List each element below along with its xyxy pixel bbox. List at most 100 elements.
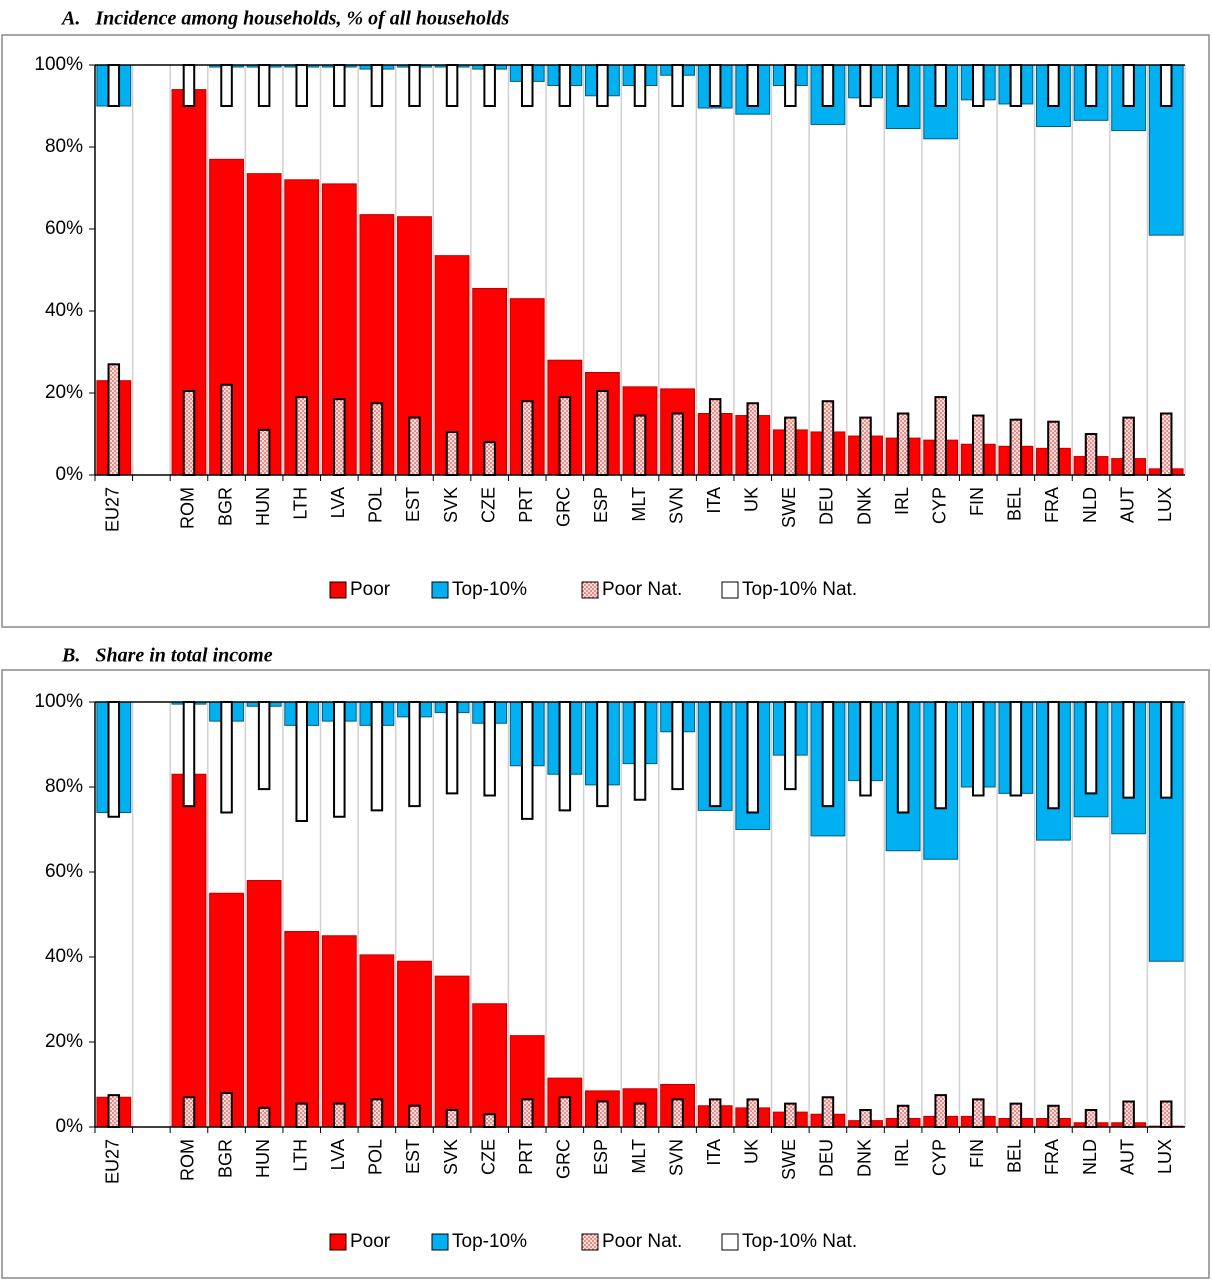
national-bar: [107, 1094, 121, 1128]
national-bar: [333, 64, 346, 107]
x-tick-label: BEL: [1005, 1139, 1025, 1173]
legend-swatch: [721, 1233, 739, 1251]
national-bar: [1047, 701, 1060, 810]
national-bar: [295, 701, 308, 822]
y-tick-label: 80%: [45, 776, 83, 797]
national-bar: [483, 1113, 496, 1128]
y-tick-label: 0%: [56, 464, 84, 485]
x-tick-label: SWE: [779, 1139, 799, 1180]
bar: [246, 173, 282, 476]
national-bar: [859, 701, 872, 797]
national-bar: [445, 430, 459, 477]
legend-label: Top-10% Nat.: [742, 579, 857, 600]
national-bar: [1084, 1109, 1098, 1128]
x-tick-label: ROM: [178, 487, 198, 529]
national-bar: [1084, 701, 1098, 795]
x-tick-label: AUT: [1117, 1139, 1137, 1175]
bar: [434, 975, 470, 1128]
national-bar: [671, 701, 684, 791]
x-tick-label: ESP: [591, 1139, 611, 1175]
national-bar: [558, 396, 572, 477]
national-bar: [370, 1098, 384, 1128]
national-bar: [1084, 433, 1098, 476]
national-bar: [784, 416, 797, 477]
national-bar: [633, 64, 647, 107]
national-bar: [934, 396, 947, 477]
national-bar: [1047, 64, 1060, 107]
x-tick-label: PRT: [516, 487, 536, 523]
national-bar: [1159, 64, 1173, 107]
national-bar: [483, 441, 496, 477]
x-tick-label: EST: [403, 487, 423, 522]
national-bar: [520, 1098, 534, 1128]
national-bar: [1047, 420, 1060, 477]
x-tick-label: HUN: [253, 487, 273, 526]
national-bar: [859, 416, 872, 477]
y-tick-label: 20%: [45, 1031, 83, 1052]
y-tick-label: 40%: [45, 946, 83, 967]
y-tick-label: 100%: [34, 54, 83, 75]
national-bar: [520, 400, 534, 477]
national-bar: [520, 701, 534, 820]
x-tick-label: HUN: [253, 1139, 273, 1178]
national-bar: [370, 64, 384, 107]
national-bar: [1009, 701, 1023, 797]
x-tick-label: NLD: [1080, 1139, 1100, 1175]
y-tick-label: 40%: [45, 300, 83, 321]
legend-label: Poor: [350, 1231, 391, 1252]
national-bar: [972, 64, 985, 107]
national-bar: [1047, 1104, 1060, 1128]
x-tick-label: DNK: [854, 487, 874, 525]
national-bar: [972, 1098, 985, 1128]
x-tick-label: CZE: [478, 1139, 498, 1175]
national-bar: [257, 701, 271, 791]
national-bar: [520, 64, 534, 107]
bar: [246, 880, 282, 1128]
x-tick-label: MLT: [629, 1139, 649, 1174]
national-bar: [1084, 64, 1098, 107]
x-tick-label: LTH: [290, 487, 310, 520]
national-bar: [596, 701, 609, 808]
x-tick-label: ESP: [591, 487, 611, 523]
national-bar: [746, 701, 760, 814]
x-tick-label: IRL: [892, 1139, 912, 1167]
x-tick-label: IRL: [892, 487, 912, 515]
x-tick-label: EST: [403, 1139, 423, 1174]
national-bar: [445, 1109, 459, 1128]
national-bar: [896, 64, 910, 107]
national-bar: [746, 402, 760, 476]
national-bar: [370, 402, 384, 476]
legend-label: Top-10% Nat.: [742, 1231, 857, 1252]
national-bar: [558, 701, 572, 812]
panel-frame: [1, 669, 1210, 1279]
x-tick-label: CYP: [929, 487, 949, 524]
panel-frame: [1, 34, 1210, 628]
national-bar: [934, 701, 947, 810]
national-bar: [596, 64, 609, 107]
x-tick-label: LVA: [328, 487, 348, 518]
national-bar: [784, 1102, 797, 1128]
national-bar: [633, 1102, 647, 1128]
national-bar: [1159, 701, 1173, 799]
national-bar: [671, 412, 684, 476]
x-tick-label: BEL: [1005, 487, 1025, 521]
national-bar: [784, 701, 797, 791]
x-tick-label: GRC: [554, 487, 574, 527]
bar: [171, 773, 207, 1128]
x-tick-label: FRA: [1042, 487, 1062, 523]
national-bar: [633, 414, 647, 476]
national-bar: [596, 1100, 609, 1128]
national-bar: [821, 64, 835, 107]
national-bar: [596, 389, 609, 477]
legend-swatch: [581, 1233, 599, 1251]
national-bar: [934, 1094, 947, 1128]
legend-label: Poor Nat.: [602, 579, 682, 600]
x-tick-label: UK: [742, 1139, 762, 1164]
x-tick-label: DNK: [854, 1139, 874, 1177]
legend-swatch: [431, 581, 449, 599]
national-bar: [408, 64, 421, 107]
national-bar: [746, 64, 760, 107]
national-bar: [483, 64, 496, 107]
national-bar: [445, 701, 459, 795]
national-bar: [295, 1102, 308, 1128]
